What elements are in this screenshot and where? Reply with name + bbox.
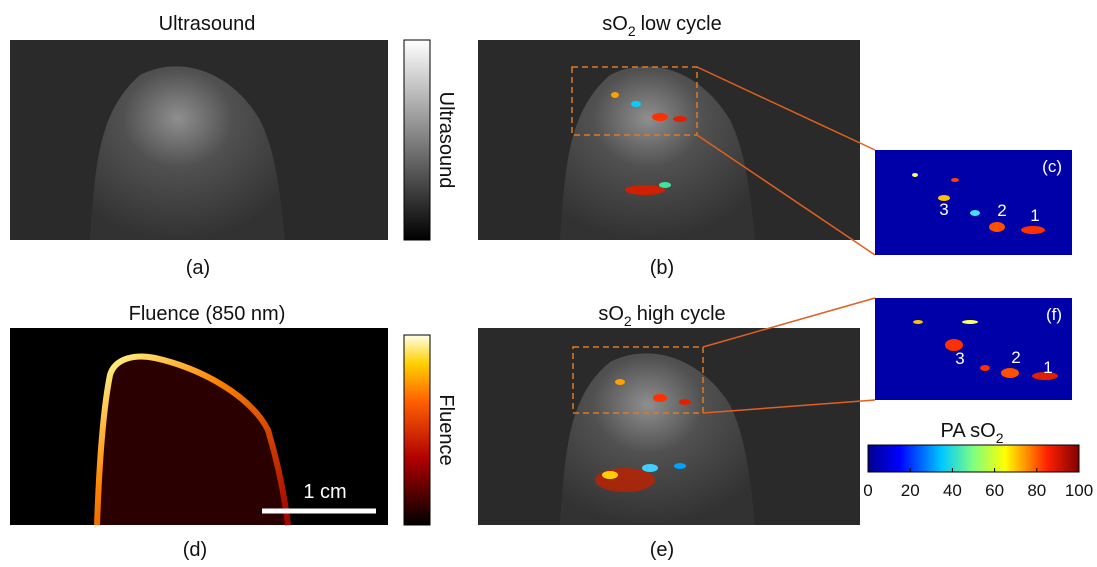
title-main: sO <box>598 303 624 325</box>
inset-label: (f) <box>1046 305 1062 324</box>
scale-bar-label: 1 cm <box>303 481 346 503</box>
inset-number: 1 <box>1043 358 1052 377</box>
tick-label: 100 <box>1065 481 1093 500</box>
panel-label: (b) <box>650 257 674 279</box>
panel-title: Ultrasound <box>159 13 256 35</box>
tick-label: 20 <box>901 481 920 500</box>
panel-title: sO2 high cycle <box>598 303 725 329</box>
colorbar-label: Fluence <box>435 394 457 465</box>
tick-label: 0 <box>863 481 872 500</box>
inset-number: 3 <box>955 349 964 368</box>
panel-label: (a) <box>186 257 210 279</box>
colorbar-ticks: 0 20 40 60 80 100 <box>863 468 1093 500</box>
inset-number: 2 <box>1011 348 1020 367</box>
inset-label: (c) <box>1042 157 1062 176</box>
title-sub: 2 <box>628 23 636 39</box>
tick-label: 60 <box>985 481 1004 500</box>
title-sub: 2 <box>996 430 1004 446</box>
panel-label: (e) <box>650 539 674 561</box>
title-main: sO <box>602 13 628 35</box>
inset-number: 2 <box>997 201 1006 220</box>
panel-title: Fluence (850 nm) <box>129 303 286 325</box>
colorbar-hot <box>404 335 430 525</box>
colorbar-title: PA sO2 <box>940 420 1003 446</box>
title-rest: low cycle <box>641 13 722 35</box>
inset-number: 3 <box>939 200 948 219</box>
colorbar-jet <box>868 445 1079 472</box>
inset-image <box>875 298 1072 400</box>
colorbar-label: Ultrasound <box>435 92 457 189</box>
colorbar-gray <box>404 40 430 240</box>
title-rest: high cycle <box>637 303 726 325</box>
title-main: PA sO <box>940 420 995 442</box>
tick-label: 40 <box>943 481 962 500</box>
panel-label: (d) <box>183 539 207 561</box>
panel-title: sO2 low cycle <box>602 13 722 39</box>
figure: Ultrasound Ultrasound (a) sO2low cycle (… <box>0 0 1097 562</box>
inset-number: 1 <box>1030 206 1039 225</box>
title-sub: 2 <box>624 313 632 329</box>
tick-label: 80 <box>1027 481 1046 500</box>
